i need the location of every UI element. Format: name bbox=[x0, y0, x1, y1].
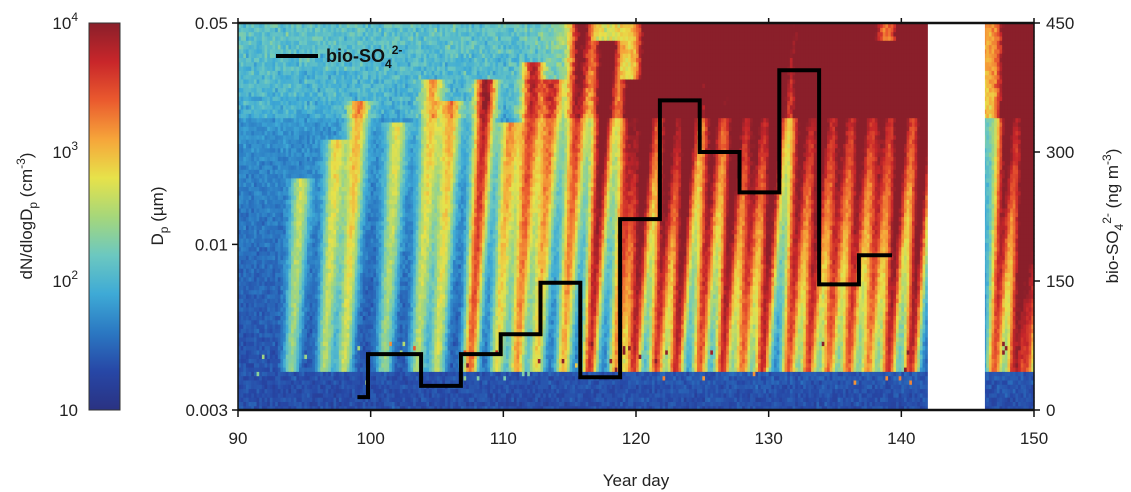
colorbar-tick-labels: 104 103 102 10 bbox=[52, 10, 78, 420]
colorbar-fill bbox=[89, 23, 120, 410]
colorbar-tick-label: 103 bbox=[52, 139, 78, 162]
colorbar-label: dN/dlogDp (cm-3) bbox=[14, 153, 40, 280]
heatmap-plot-area bbox=[238, 23, 1035, 411]
colorbar-tick-label: 102 bbox=[52, 268, 78, 291]
colorbar-tick-label: 10 bbox=[59, 401, 78, 420]
heatmap-cells bbox=[238, 23, 1035, 411]
colorbar: 104 103 102 10 dN/dlogDp (cm-3) bbox=[14, 10, 120, 420]
colorbar-tick-label: 104 bbox=[52, 10, 78, 33]
